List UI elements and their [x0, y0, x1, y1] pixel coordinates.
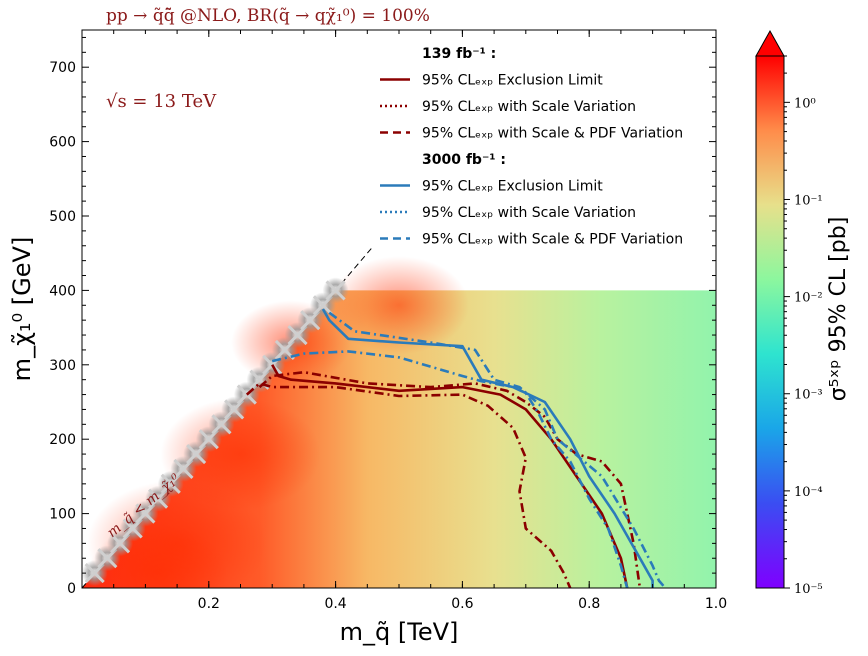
heatmap-blotch — [329, 256, 469, 355]
diagonal-boundary — [81, 245, 375, 589]
y-tick-label: 500 — [49, 209, 76, 225]
legend-label: 95% CLₑₓₚ with Scale & PDF Variation — [422, 126, 683, 142]
colorbar-tick-label: 10⁰ — [794, 96, 816, 111]
energy-annotation: √s = 13 TeV — [106, 91, 217, 112]
legend-label: 95% CLₑₓₚ with Scale Variation — [422, 99, 636, 115]
x-tick-label: 0.8 — [578, 596, 600, 612]
grid-point-marker — [322, 277, 349, 304]
colorbar-label: σ⁵ˣᵖ 95% CL [pb] — [826, 217, 851, 402]
series-line — [271, 364, 629, 588]
contour-series — [245, 308, 667, 588]
colorbar: 10⁰ 10⁻¹ 10⁻² 10⁻³ 10⁻⁴ 10⁻⁵ — [755, 29, 823, 597]
legend-label: 95% CLₑₓₚ Exclusion Limit — [422, 73, 603, 89]
x-tick-label: 0.2 — [198, 596, 220, 612]
colorbar-tick-label: 10⁻² — [794, 291, 823, 306]
legend-group-139: 139 fb⁻¹ : — [422, 46, 496, 62]
marker-cross — [325, 280, 346, 301]
legend-group-3000: 3000 fb⁻¹ : — [422, 152, 506, 168]
legend: 139 fb⁻¹ : 95% CLₑₓₚ Exclusion Limit 95% C… — [380, 46, 683, 248]
x-tick-label: 1.0 — [705, 596, 727, 612]
x-tick-label: 0.6 — [451, 596, 473, 612]
y-tick-label: 700 — [49, 60, 76, 76]
axis-ticks: 0.2 0.4 0.6 0.8 1.0 0 100 200 300 400 500 600 700 — [49, 30, 727, 612]
legend-label: 95% CLₑₓₚ with Scale Variation — [422, 205, 636, 221]
colorbar-tick-label: 10⁻⁴ — [794, 485, 823, 500]
colorbar-tick-label: 10⁻³ — [794, 388, 823, 403]
series-line — [328, 311, 667, 588]
y-tick-label: 0 — [67, 581, 76, 597]
colorbar-extend-arrow — [755, 29, 785, 57]
series-line — [321, 308, 654, 588]
series-line — [258, 370, 642, 588]
series-line — [271, 350, 629, 588]
colorbar-gradient — [755, 55, 785, 589]
y-tick-label: 300 — [49, 358, 76, 374]
y-tick-label: 400 — [49, 283, 76, 299]
x-tick-label: 0.4 — [324, 596, 346, 612]
y-tick-label: 100 — [49, 507, 76, 523]
y-tick-label: 200 — [49, 432, 76, 448]
colorbar-tick-label: 10⁻⁵ — [794, 582, 823, 597]
series-line — [245, 382, 572, 588]
heatmap-blotch — [160, 398, 321, 511]
legend-label: 95% CLₑₓₚ Exclusion Limit — [422, 179, 603, 195]
legend-label: 95% CLₑₓₚ with Scale & PDF Variation — [422, 232, 683, 248]
y-axis-label: m_χ̃₁⁰ [GeV] — [8, 237, 36, 382]
chart-title: pp → q̃q̃̄ @NLO, BR(q̃ → qχ̃₁⁰) = 100% — [106, 6, 430, 26]
y-tick-label: 600 — [49, 135, 76, 151]
x-axis-label: m_q̃ [TeV] — [340, 618, 459, 646]
colorbar-tick-label: 10⁻¹ — [794, 193, 823, 208]
